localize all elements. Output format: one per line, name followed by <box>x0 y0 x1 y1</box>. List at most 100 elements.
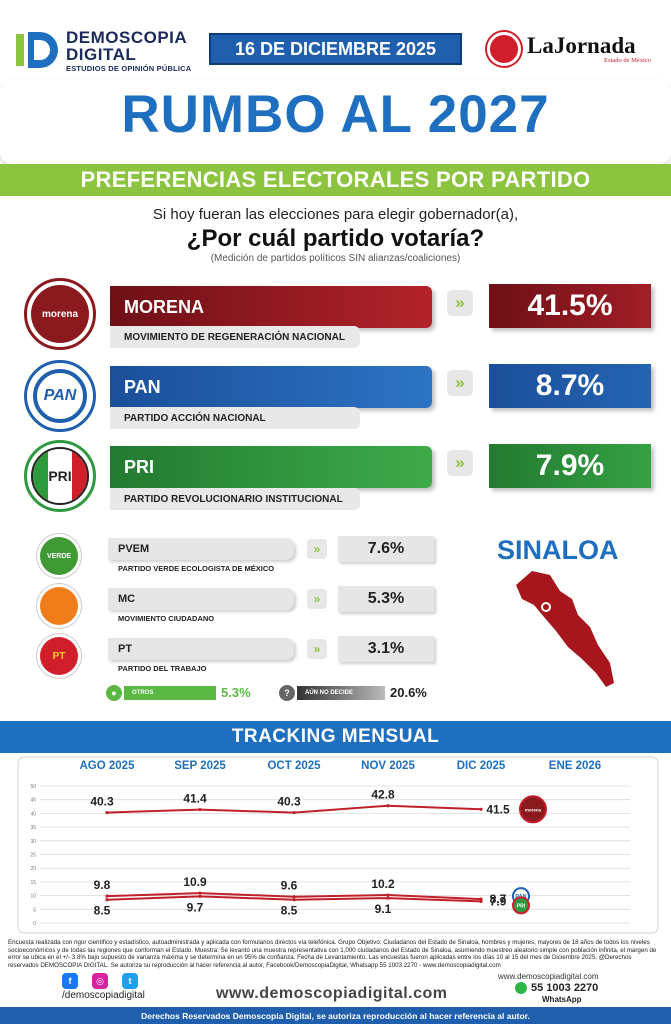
party-name-pvem: PVEM <box>108 538 294 560</box>
pan-badge-label: PAN <box>33 369 87 423</box>
page-title: RUMBO AL 2027 <box>121 85 550 144</box>
data-label-pan: 8.7 <box>490 892 507 906</box>
morena-badge-icon: morena <box>24 278 96 350</box>
undecided-bar: AÚN NO DECIDE <box>297 686 385 700</box>
mc-badge-icon <box>40 587 78 625</box>
y-tick-label: 5 <box>33 907 36 913</box>
data-point-pan <box>198 891 202 895</box>
brand-name: DEMOSCOPIA DIGITAL <box>66 28 188 64</box>
footer-band: Derechos Reservados Demoscopia Digital, … <box>0 1007 671 1024</box>
data-label-morena: 41.4 <box>183 792 207 806</box>
y-tick-label: 0 <box>33 921 36 927</box>
x-category-label: DIC 2025 <box>457 760 506 772</box>
data-label-pri: 9.7 <box>187 900 204 914</box>
pri-badge-icon: PRI <box>24 440 96 512</box>
data-label-morena: 40.3 <box>277 795 301 809</box>
party-fullname-pt: PARTIDO DEL TRABAJO <box>118 664 207 673</box>
y-tick-label: 40 <box>30 811 36 817</box>
partner-subtitle: Estado de México <box>604 57 651 64</box>
question-icon: ? <box>279 685 295 701</box>
data-label-pan: 9.8 <box>94 878 111 892</box>
party-value-morena: 41.5% <box>489 284 651 328</box>
data-point-pri <box>198 894 202 899</box>
data-label-morena: 41.5 <box>486 802 510 816</box>
x-category-label: AGO 2025 <box>80 760 136 772</box>
data-point-morena <box>292 810 296 815</box>
chevron-right-icon: » <box>307 639 327 659</box>
data-label-pri: 8.5 <box>94 904 111 918</box>
data-point-morena <box>105 810 109 815</box>
party-fullname-pri: PARTIDO REVOLUCIONARIO INSTITUCIONAL <box>110 488 360 510</box>
others-bar: OTROS <box>124 686 216 700</box>
title-card <box>0 80 671 164</box>
party-name-mc: MC <box>108 588 294 610</box>
party-fullname-pan: PARTIDO ACCIÓN NACIONAL <box>110 407 360 429</box>
state-label: SINALOA <box>497 535 619 565</box>
party-value-mc: 5.3% <box>338 586 434 612</box>
x-category-label: NOV 2025 <box>361 760 415 772</box>
pri-badge-label: PRI <box>48 449 72 503</box>
undecided-value: 20.6% <box>390 685 427 700</box>
party-bar-pri: PRI <box>110 446 432 488</box>
demoscopia-logo-icon <box>16 32 58 68</box>
data-label-pan: 9.6 <box>281 879 298 893</box>
chevron-right-icon: » <box>447 450 473 476</box>
partner-logo: LaJornada <box>527 33 636 58</box>
sinaloa-map-icon <box>516 571 614 687</box>
y-tick-label: 10 <box>30 894 36 900</box>
chevron-right-icon: » <box>307 589 327 609</box>
chevron-right-icon: » <box>447 370 473 396</box>
brand-tagline: ESTUDIOS DE OPINIÓN PÚBLICA <box>66 64 192 73</box>
morena-marker-icon <box>519 795 547 824</box>
data-point-morena <box>479 807 483 811</box>
date-badge: 16 DE DICIEMBRE 2025 <box>209 33 462 65</box>
question-line2: ¿Por cuál partido votaría? <box>186 225 485 252</box>
pan-badge-icon: PAN <box>24 360 96 432</box>
pri-marker-icon <box>512 896 530 915</box>
twitter-icon[interactable]: t <box>122 973 138 989</box>
y-tick-label: 45 <box>30 798 36 804</box>
whatsapp-icon <box>515 982 527 994</box>
data-label-pan: 10.2 <box>371 877 395 891</box>
party-value-pvem: 7.6% <box>338 536 434 562</box>
tracking-band: TRACKING MENSUAL <box>0 721 671 753</box>
y-tick-label: 50 <box>30 784 36 790</box>
website-link[interactable]: www.demoscopiadigital.com <box>216 985 448 1002</box>
data-point-pan <box>292 895 296 899</box>
data-point-pri <box>105 898 109 902</box>
party-name-pt: PT <box>108 638 294 660</box>
la-jornada-seal-icon <box>487 32 521 66</box>
party-fullname-pvem: PARTIDO VERDE ECOLOGISTA DE MÉXICO <box>118 564 275 573</box>
pt-badge-icon: PT <box>40 637 78 675</box>
phone-number[interactable]: 55 1003 2270 <box>531 982 599 994</box>
data-point-pri <box>479 899 483 903</box>
x-category-label: ENE 2026 <box>549 760 601 772</box>
others-value: 5.3% <box>221 685 251 700</box>
data-label-pri: 9.1 <box>375 902 392 916</box>
website-link-small[interactable]: www.demoscopiadigital.com <box>498 972 599 981</box>
user-icon: ● <box>106 685 122 701</box>
data-point-pri <box>292 898 296 902</box>
instagram-icon[interactable]: ◎ <box>92 973 108 989</box>
section-band: PREFERENCIAS ELECTORALES POR PARTIDO <box>0 164 671 196</box>
data-point-pan <box>105 894 109 898</box>
party-value-pt: 3.1% <box>338 636 434 662</box>
party-value-pan: 8.7% <box>489 364 651 408</box>
data-point-pan <box>386 893 390 897</box>
data-point-pri <box>386 896 390 900</box>
chevron-right-icon: » <box>447 290 473 316</box>
data-label-pan: 10.9 <box>183 875 207 889</box>
methodology-note: Encuesta realizada con rigor científico … <box>8 939 657 969</box>
chart-frame <box>17 756 659 934</box>
party-bar-pan: PAN <box>110 366 432 408</box>
whatsapp-label: WhatsApp <box>542 995 582 1004</box>
data-label-morena: 42.8 <box>371 788 395 802</box>
data-point-morena <box>386 804 390 808</box>
party-value-pri: 7.9% <box>489 444 651 488</box>
social-handle[interactable]: /demoscopiadigital <box>62 990 145 1001</box>
pri-marker-label: PRI <box>517 903 526 909</box>
y-tick-label: 20 <box>30 866 36 872</box>
data-label-pri: 7.9 <box>490 894 507 908</box>
facebook-icon[interactable]: f <box>62 973 78 989</box>
morena-marker-label: morena <box>525 807 542 812</box>
